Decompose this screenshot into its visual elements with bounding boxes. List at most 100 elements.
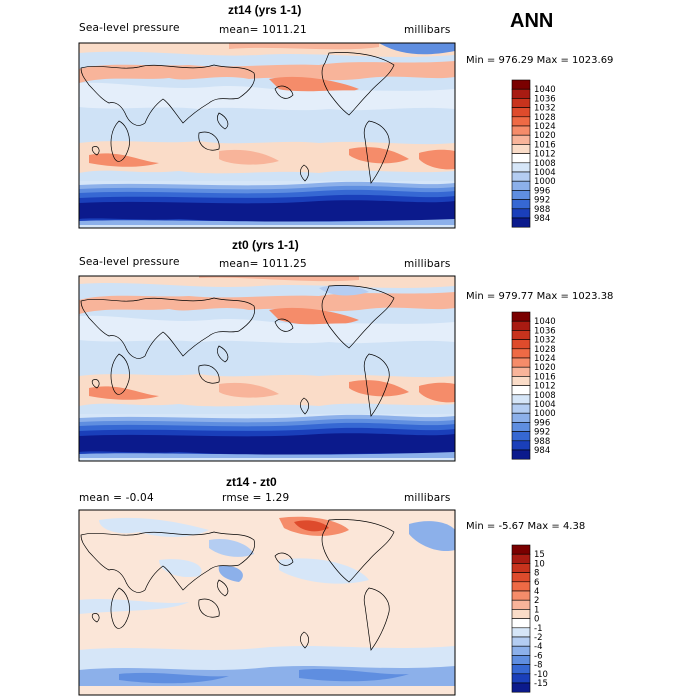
map-frame xyxy=(78,275,456,462)
colorbar-tick-label: 6 xyxy=(534,578,539,588)
map-fill-high xyxy=(229,43,379,50)
colorbar-swatch xyxy=(511,116,531,127)
colorbar-tick-label: -6 xyxy=(534,651,542,661)
colorbar-tick-label: 988 xyxy=(534,205,550,215)
colorbar-swatch xyxy=(511,134,531,145)
colorbar-swatch xyxy=(511,403,531,414)
map-fill-low xyxy=(218,565,243,582)
colorbar-swatch xyxy=(511,376,531,386)
map-fill-low xyxy=(299,669,409,682)
colorbar-tick-label: 1008 xyxy=(534,391,556,401)
map-fill-high xyxy=(219,149,279,165)
colorbar-tick-label: 1024 xyxy=(534,354,556,364)
colorbar-swatch xyxy=(511,682,531,693)
panel-min-max: Min = 979.77 Max = 1023.38 xyxy=(466,291,614,302)
colorbar-swatch xyxy=(511,655,531,665)
map-fill-high xyxy=(294,520,329,532)
colorbar-swatch xyxy=(511,79,531,90)
season-label: ANN xyxy=(510,10,554,32)
colorbar-tick-label: -4 xyxy=(534,642,542,652)
colorbar-tick-label: 1028 xyxy=(534,345,556,355)
colorbar-swatch xyxy=(511,440,531,451)
colorbar-swatch xyxy=(511,449,531,460)
colorbar-tick-label: 1036 xyxy=(534,94,556,104)
colorbar-swatch xyxy=(511,553,531,564)
colorbar-swatch xyxy=(511,412,531,423)
colorbar-tick-label: 1016 xyxy=(534,372,556,382)
colorbar-tick-label: 15 xyxy=(534,550,545,560)
colorbar-swatch xyxy=(511,563,531,573)
colorbar-tick-label: 4 xyxy=(534,587,539,597)
map-fill-high xyxy=(379,43,455,55)
coastlines xyxy=(80,519,395,651)
colorbar-tick-label: 1028 xyxy=(534,113,556,123)
panel-mean-label: mean= 1011.21 xyxy=(219,24,307,36)
colorbar-swatch xyxy=(511,664,531,675)
map-fill-high xyxy=(79,686,455,695)
colorbar-tick-label: 1 xyxy=(534,605,539,615)
colorbar-tick-label: 988 xyxy=(534,437,550,447)
colorbar-tick-label: 1008 xyxy=(534,159,556,169)
colorbar-tick-label: 1040 xyxy=(534,85,556,95)
colorbar-swatch xyxy=(511,330,531,340)
colorbar-tick-label: 992 xyxy=(534,196,550,206)
colorbar-swatch xyxy=(511,339,531,350)
colorbar-swatch xyxy=(511,153,531,164)
panel-mean-label: mean= 1011.25 xyxy=(219,258,307,270)
colorbar-swatch xyxy=(511,311,531,322)
colorbar-swatch xyxy=(511,107,531,118)
colorbar-swatch xyxy=(511,636,531,647)
map-fill-low xyxy=(209,538,254,557)
colorbar-tick-label: 984 xyxy=(534,446,550,456)
colorbar-swatch xyxy=(511,590,531,601)
panel-units-label: millibars xyxy=(404,24,451,36)
colorbar-swatch xyxy=(511,366,531,377)
map-fill-high xyxy=(89,386,159,400)
colorbar-tick-label: 992 xyxy=(534,428,550,438)
colorbar-tick-label: 2 xyxy=(534,596,539,606)
map-fill-low xyxy=(79,458,455,461)
map-fill-low xyxy=(279,558,369,584)
colorbar-tick-label: 1036 xyxy=(534,326,556,336)
map-fill-low xyxy=(79,599,189,614)
panel-title: zt0 (yrs 1-1) xyxy=(232,238,299,252)
map-fill-high xyxy=(89,153,159,167)
colorbar-swatch xyxy=(511,544,531,555)
colorbar-tick-label: 984 xyxy=(534,214,550,224)
map-fill-high xyxy=(219,382,279,398)
map-fill-low xyxy=(99,517,209,537)
map-fill-high xyxy=(79,276,455,288)
colorbar-swatch xyxy=(511,581,531,592)
colorbar-tick-label: -10 xyxy=(534,670,548,680)
colorbar-swatch xyxy=(511,171,531,182)
map-plot xyxy=(78,509,456,696)
colorbar-tick-label: -15 xyxy=(534,679,548,689)
colorbar-tick-label: 1000 xyxy=(534,409,556,419)
map-fill-high xyxy=(319,285,369,296)
colorbar-tick-label: 0 xyxy=(534,615,539,625)
colorbar-swatch xyxy=(511,572,531,583)
panel-min-max: Min = -5.67 Max = 4.38 xyxy=(466,521,586,532)
colorbar-swatch xyxy=(511,385,531,396)
colorbar-tick-label: 1032 xyxy=(534,336,556,346)
map-fill-high xyxy=(199,276,359,282)
colorbar-swatch xyxy=(511,98,531,108)
panel-variable-label: Sea-level pressure xyxy=(79,256,180,268)
panel-units-label: millibars xyxy=(404,492,451,504)
map-fill-low xyxy=(79,433,455,455)
map-fill-low xyxy=(79,200,455,222)
colorbar-swatch xyxy=(511,599,531,610)
colorbar-swatch xyxy=(511,125,531,136)
colorbar-tick-label: 8 xyxy=(534,569,539,579)
map-plot xyxy=(78,42,456,229)
colorbar-tick-label: 1020 xyxy=(534,131,556,141)
colorbar-tick-label: 10 xyxy=(534,559,545,569)
map-plot xyxy=(78,275,456,462)
colorbar-tick-label: 1004 xyxy=(534,400,556,410)
colorbar-swatch xyxy=(511,645,531,656)
colorbar-tick-label: 1004 xyxy=(534,168,556,178)
map-fill-high xyxy=(79,110,455,132)
panel-min-max: Min = 976.29 Max = 1023.69 xyxy=(466,55,614,66)
colorbar-swatch xyxy=(511,673,531,684)
